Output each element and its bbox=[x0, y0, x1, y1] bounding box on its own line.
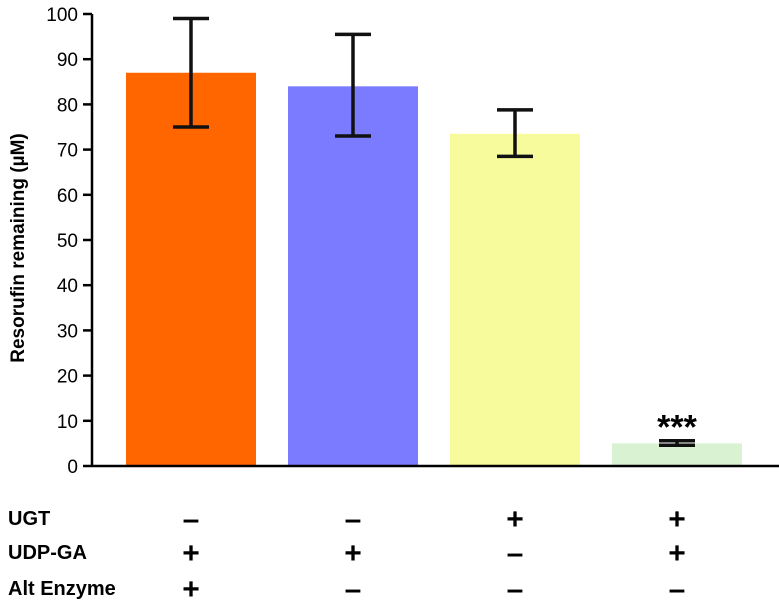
condition-sign: + bbox=[182, 537, 200, 570]
condition-sign: – bbox=[345, 503, 362, 536]
error-bars-layer bbox=[173, 16, 695, 447]
y-tick-label: 70 bbox=[57, 141, 78, 162]
bar bbox=[288, 86, 418, 466]
condition-sign: + bbox=[668, 503, 686, 536]
condition-sign: + bbox=[344, 537, 362, 570]
y-ticks: 0 10 20 30 40 50 60 70 80 90 100 bbox=[46, 5, 92, 478]
condition-table: UGT – – + +UDP-GA + + – +Alt Enzyme + – – – bbox=[8, 503, 686, 606]
bar bbox=[126, 72, 256, 466]
y-tick-label: 80 bbox=[57, 95, 78, 116]
condition-sign: – bbox=[507, 537, 524, 570]
bar bbox=[450, 133, 580, 466]
annotations: *** bbox=[657, 409, 697, 447]
y-tick-label: 90 bbox=[57, 50, 78, 71]
condition-sign: – bbox=[507, 573, 524, 606]
condition-label: UDP-GA bbox=[8, 542, 87, 564]
bars-layer bbox=[126, 72, 742, 466]
condition-sign: – bbox=[669, 573, 686, 606]
y-tick-label: 60 bbox=[57, 186, 78, 207]
y-tick-label: 50 bbox=[57, 231, 78, 252]
y-tick-label: 0 bbox=[67, 457, 78, 478]
condition-sign: + bbox=[182, 573, 200, 606]
condition-sign: – bbox=[345, 573, 362, 606]
y-tick-label: 10 bbox=[57, 412, 78, 433]
y-tick-label: 20 bbox=[57, 367, 78, 388]
y-axis-label: Resorufin remaining (µM) bbox=[8, 133, 29, 362]
y-tick-label: 100 bbox=[46, 5, 78, 26]
condition-sign: + bbox=[506, 503, 524, 536]
y-tick-label: 40 bbox=[57, 276, 78, 297]
significance-annotation: *** bbox=[657, 409, 697, 447]
condition-label: UGT bbox=[8, 508, 50, 530]
condition-sign: – bbox=[183, 503, 200, 536]
y-tick-label: 30 bbox=[57, 321, 78, 342]
condition-sign: + bbox=[668, 537, 686, 570]
condition-label: Alt Enzyme bbox=[8, 578, 116, 600]
bar bbox=[612, 443, 742, 466]
